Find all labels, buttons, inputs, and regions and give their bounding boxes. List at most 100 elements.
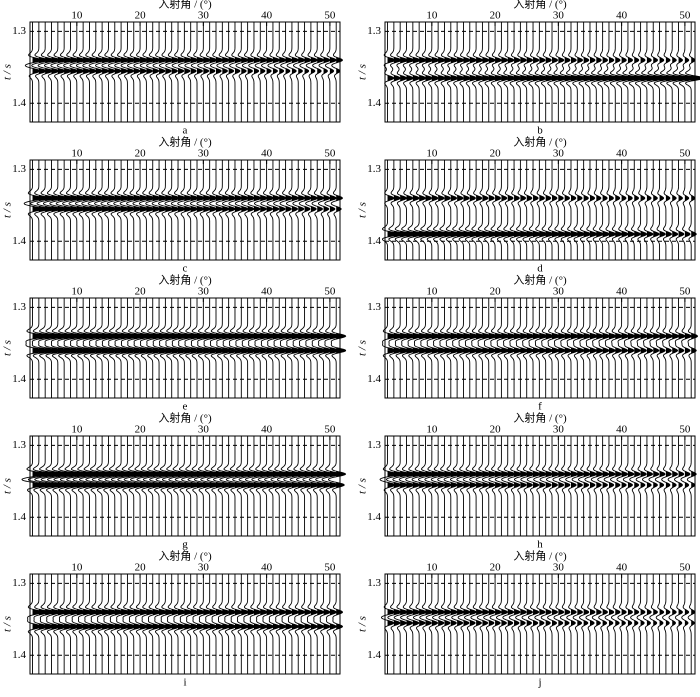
- panel-label: b: [537, 125, 543, 137]
- trace-fill: [310, 436, 321, 536]
- trace-fill: [425, 436, 435, 536]
- trace-fill: [83, 436, 96, 536]
- x-tick-label: 40: [261, 10, 273, 22]
- y-tick-label: 1.4: [367, 373, 381, 385]
- trace-fill: [526, 574, 533, 674]
- trace-fill: [260, 436, 271, 536]
- trace-fill: [526, 160, 536, 260]
- trace-fill: [57, 436, 71, 536]
- trace-fill: [431, 574, 439, 674]
- x-tick-label: 20: [135, 562, 147, 574]
- trace: [65, 574, 81, 674]
- trace: [305, 22, 318, 122]
- trace: [654, 436, 666, 536]
- trace-fill: [253, 436, 265, 536]
- trace: [597, 22, 614, 122]
- trace: [127, 298, 146, 398]
- trace-fill: [615, 160, 622, 260]
- trace: [635, 436, 647, 536]
- trace: [494, 436, 510, 536]
- trace: [253, 160, 268, 260]
- trace: [273, 298, 290, 398]
- trace: [146, 298, 165, 398]
- trace: [305, 160, 318, 260]
- x-tick-label: 50: [679, 562, 691, 574]
- trace-fill: [127, 160, 136, 260]
- trace: [636, 574, 646, 674]
- trace-fill: [266, 436, 277, 536]
- trace: [412, 574, 427, 674]
- x-tick-label: 20: [490, 10, 502, 22]
- trace: [495, 574, 508, 674]
- trace: [437, 436, 454, 536]
- trace-fill: [83, 160, 92, 260]
- y-tick-label: 1.3: [367, 439, 381, 451]
- x-tick-label: 20: [490, 562, 502, 574]
- trace: [179, 574, 193, 674]
- trace-fill: [406, 160, 418, 260]
- trace: [158, 22, 174, 122]
- trace-fill: [476, 22, 485, 122]
- trace: [503, 160, 518, 260]
- trace: [135, 574, 149, 674]
- trace: [438, 574, 452, 674]
- trace-fill: [419, 574, 427, 674]
- x-tick-label: 30: [553, 148, 565, 160]
- trace-fill: [152, 436, 164, 536]
- trace: [648, 436, 660, 536]
- trace-fill: [222, 436, 233, 536]
- trace: [611, 298, 623, 398]
- trace: [273, 22, 287, 122]
- trace: [292, 298, 309, 398]
- y-axis-title: t / s: [357, 616, 369, 632]
- trace: [526, 436, 541, 536]
- trace: [642, 574, 652, 674]
- trace: [464, 160, 481, 260]
- trace: [439, 298, 454, 398]
- trace: [503, 298, 517, 398]
- trace: [430, 436, 448, 536]
- trace: [266, 160, 281, 260]
- trace: [624, 160, 635, 260]
- x-tick-label: 30: [553, 562, 565, 574]
- trace: [382, 298, 398, 398]
- trace: [52, 574, 68, 674]
- trace: [603, 436, 616, 536]
- trace: [446, 22, 459, 122]
- trace-fill: [51, 160, 61, 260]
- trace: [31, 22, 49, 122]
- trace-fill: [247, 436, 258, 536]
- trace-fill: [241, 160, 249, 260]
- trace: [585, 574, 596, 674]
- trace: [678, 22, 698, 122]
- trace: [462, 436, 479, 536]
- trace: [222, 22, 237, 122]
- trace-fill: [552, 574, 558, 674]
- trace-fill: [209, 436, 221, 536]
- trace: [37, 22, 55, 122]
- trace: [650, 160, 660, 260]
- trace: [56, 22, 74, 122]
- trace: [445, 160, 462, 260]
- trace-fill: [190, 160, 199, 260]
- trace: [541, 160, 555, 260]
- trace: [623, 298, 636, 398]
- trace-fill: [102, 160, 111, 260]
- trace: [390, 22, 402, 122]
- trace: [202, 160, 218, 260]
- trace: [509, 160, 524, 260]
- trace: [224, 574, 237, 674]
- trace-fill: [545, 574, 552, 674]
- trace: [533, 436, 548, 536]
- trace-fill: [89, 160, 99, 260]
- trace: [159, 298, 178, 398]
- trace-fill: [76, 436, 89, 536]
- trace: [566, 298, 580, 398]
- trace: [656, 160, 666, 260]
- trace: [190, 298, 209, 398]
- trace: [469, 436, 485, 536]
- trace: [139, 22, 155, 122]
- trace: [198, 574, 212, 674]
- trace: [573, 298, 586, 398]
- trace-fill: [70, 22, 79, 122]
